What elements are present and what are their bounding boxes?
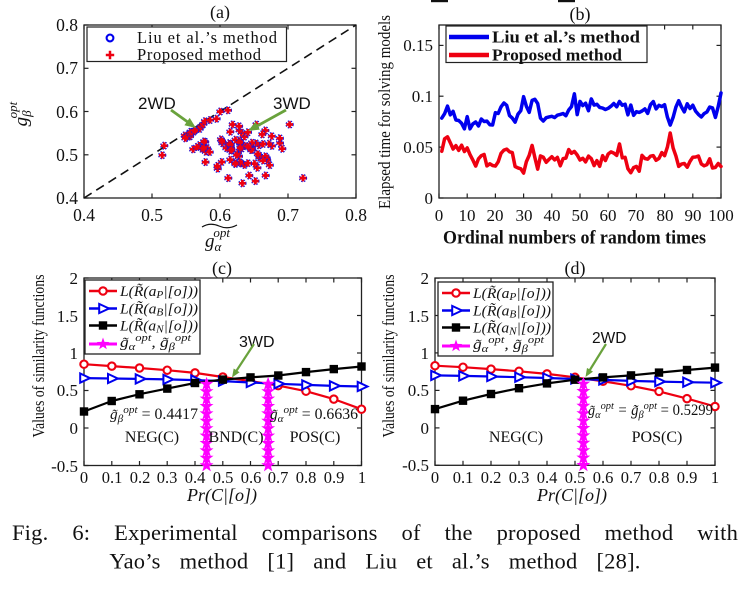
svg-text:g̃αopt = 0.6636: g̃αopt = 0.6636 [270, 404, 358, 425]
svg-text:Elapsed time for solving model: Elapsed time for solving models [375, 15, 394, 209]
svg-text:L(R̃(aN|[o])): L(R̃(a N|[o])) [472, 320, 551, 337]
svg-text:Ordinal numbers of random time: Ordinal numbers of random times [443, 229, 706, 249]
svg-text:Values of similarity functions: Values of similarity functions [379, 275, 398, 438]
svg-text:POS(C): POS(C) [290, 429, 341, 446]
svg-text:0.2: 0.2 [481, 468, 502, 487]
svg-text:0: 0 [431, 468, 439, 487]
svg-text:Proposed method: Proposed method [137, 45, 262, 64]
svg-text:0.8: 0.8 [296, 468, 317, 487]
svg-text:NEG(C): NEG(C) [489, 429, 543, 446]
svg-text:0.5: 0.5 [141, 205, 163, 225]
svg-text:0.2: 0.2 [130, 468, 151, 487]
svg-text:0.6: 0.6 [56, 102, 78, 122]
svg-text:L(R̃(aP|[o])): L(R̃(a P|[o])) [472, 286, 551, 303]
svg-text:3WD: 3WD [239, 334, 275, 351]
svg-text:0.8: 0.8 [649, 468, 670, 487]
svg-text:POS(C): POS(C) [632, 429, 683, 446]
svg-text:0: 0 [80, 468, 88, 487]
svg-text:0.4: 0.4 [73, 205, 95, 225]
svg-text:0: 0 [70, 419, 79, 438]
svg-text:0.5: 0.5 [56, 145, 78, 165]
svg-text:0.4: 0.4 [537, 468, 558, 487]
svg-text:L(R̃(aB|[o])): L(R̃(a B|[o])) [472, 303, 551, 320]
svg-text:-0.5: -0.5 [51, 457, 78, 476]
svg-text:gβopt: gβopt [5, 101, 34, 126]
svg-text:0: 0 [425, 189, 434, 208]
svg-text:0.8: 0.8 [56, 15, 78, 35]
svg-text:Pr(C|[o]): Pr(C|[o]) [186, 485, 257, 506]
svg-text:0.3: 0.3 [509, 468, 530, 487]
svg-text:50: 50 [572, 206, 589, 225]
svg-text:Proposed method: Proposed method [492, 46, 622, 65]
svg-text:gαopt: gαopt [205, 225, 230, 254]
svg-text:0.5: 0.5 [408, 381, 429, 400]
svg-text:BND(C): BND(C) [208, 429, 263, 446]
svg-text:0: 0 [435, 206, 444, 225]
svg-text:Liu et al.’s method: Liu et al.’s method [492, 28, 640, 47]
svg-text:1.5: 1.5 [57, 307, 78, 326]
svg-text:0.4: 0.4 [56, 188, 78, 208]
svg-text:2: 2 [70, 269, 79, 288]
svg-text:Values of similarity functions: Values of similarity functions [29, 275, 48, 438]
svg-text:0.15: 0.15 [403, 36, 433, 55]
svg-text:100: 100 [708, 206, 734, 225]
svg-text:20: 20 [487, 206, 504, 225]
svg-text:0.05: 0.05 [403, 138, 433, 157]
svg-text:L(R̃(aB|[o])): L(R̃(a B|[o])) [119, 301, 198, 318]
svg-text:2WD: 2WD [138, 94, 176, 113]
svg-text:(b): (b) [570, 4, 591, 25]
svg-text:1: 1 [421, 344, 430, 363]
svg-text:-0.5: -0.5 [402, 456, 429, 475]
svg-text:0.1: 0.1 [412, 87, 433, 106]
svg-text:Fig. 6: Experimental compariso: Fig. 6: Experimental comparisons of the … [12, 520, 738, 545]
svg-text:0.1: 0.1 [453, 468, 474, 487]
svg-text:g̃αopt = g̃βopt = 0.5299: g̃αopt = g̃βopt = 0.5299 [588, 400, 713, 421]
svg-text:0.6: 0.6 [593, 468, 614, 487]
svg-text:0.7: 0.7 [56, 58, 78, 78]
svg-text:Liu et al.’s method: Liu et al.’s method [137, 28, 278, 47]
svg-text:(c): (c) [212, 258, 232, 279]
svg-text:0.9: 0.9 [677, 468, 698, 487]
svg-text:1.5: 1.5 [408, 307, 429, 326]
svg-text:Yao’s method [1] and Liu et al: Yao’s method [1] and Liu et al.’s method… [109, 549, 640, 574]
svg-text:L(R̃(aN|[o])): L(R̃(a N|[o])) [119, 318, 198, 335]
svg-text:70: 70 [628, 206, 645, 225]
svg-text:0.9: 0.9 [324, 468, 345, 487]
svg-text:3WD: 3WD [273, 94, 311, 113]
svg-text:2: 2 [421, 269, 430, 288]
svg-text:(d): (d) [565, 258, 586, 279]
svg-text:1: 1 [70, 344, 79, 363]
svg-text:0.1: 0.1 [102, 468, 123, 487]
svg-text:0.3: 0.3 [157, 468, 178, 487]
svg-text:0.6: 0.6 [241, 468, 262, 487]
svg-text:NEG(C): NEG(C) [125, 429, 179, 446]
svg-text:0.5: 0.5 [213, 468, 234, 487]
svg-text:60: 60 [600, 206, 617, 225]
svg-text:Pr(C|[o]): Pr(C|[o]) [536, 485, 607, 506]
svg-text:0: 0 [421, 419, 430, 438]
svg-text:(a): (a) [210, 2, 230, 23]
svg-text:90: 90 [685, 206, 702, 225]
svg-text:30: 30 [516, 206, 533, 225]
svg-text:0.6: 0.6 [209, 205, 231, 225]
svg-text:0.7: 0.7 [268, 468, 289, 487]
svg-text:2WD: 2WD [592, 330, 626, 347]
svg-text:0.7: 0.7 [277, 205, 299, 225]
svg-text:0.7: 0.7 [621, 468, 642, 487]
svg-text:10: 10 [459, 206, 476, 225]
svg-text:1: 1 [358, 468, 366, 487]
svg-text:0.8: 0.8 [345, 205, 367, 225]
svg-text:40: 40 [544, 206, 561, 225]
svg-text:0.5: 0.5 [565, 468, 586, 487]
svg-text:0.5: 0.5 [57, 381, 78, 400]
svg-text:L(R̃(aP|[o])): L(R̃(a P|[o])) [119, 284, 198, 301]
svg-text:80: 80 [657, 206, 674, 225]
svg-text:g̃βopt = 0.4417: g̃βopt = 0.4417 [110, 404, 198, 425]
svg-text:0.4: 0.4 [185, 468, 206, 487]
svg-text:1: 1 [711, 468, 719, 487]
